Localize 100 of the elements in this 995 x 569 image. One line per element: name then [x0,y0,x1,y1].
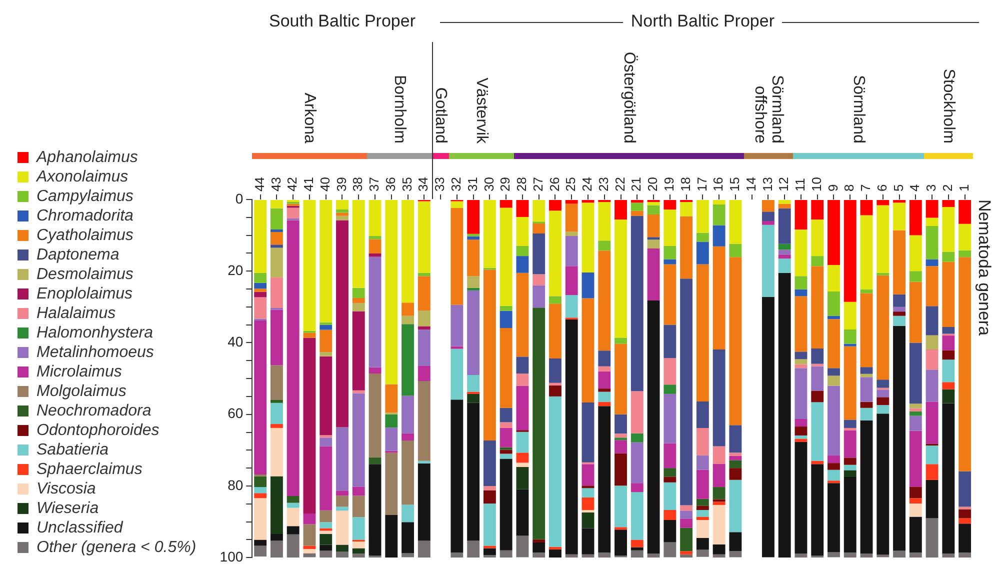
bar [729,425,742,453]
bar [614,440,627,454]
bar [582,464,594,486]
x-tick-label: 22 [612,176,628,192]
bar [336,510,348,545]
bar [549,396,562,547]
bar [664,324,676,358]
bar [680,216,693,279]
bar [844,552,856,558]
bar [828,552,840,558]
bar [828,470,840,481]
bar [483,546,496,548]
bar [402,440,414,505]
bar [336,490,348,496]
bar [860,215,873,290]
bar [303,200,316,331]
bar [712,464,726,488]
bar [844,477,856,553]
bar [696,200,709,233]
bar [286,502,300,508]
bar [336,220,348,428]
bar [336,544,348,552]
x-tick-label: 36 [382,176,398,192]
bar [532,200,546,222]
y-tick-label: 0 [235,190,244,206]
x-tick-label: 31 [464,176,480,192]
bar [286,508,300,526]
legend-label: Campylaimus [36,188,134,205]
bar [778,258,791,273]
bar [352,200,365,288]
bar [712,246,726,350]
bar [270,428,283,476]
bar [926,226,938,260]
bar [270,232,283,245]
bar [828,319,840,368]
bar [844,302,856,330]
legend-label: Metalinhomoeus [36,344,154,361]
bar [418,276,430,310]
bar [893,294,906,307]
bar [270,277,283,308]
bar [368,367,382,374]
bar [778,272,791,558]
bar [893,202,906,230]
text: Västervik [473,78,490,144]
bar [794,419,808,427]
bar [664,200,676,210]
bar [549,546,562,550]
bar [828,200,840,265]
bar [352,517,365,540]
bar [794,200,808,230]
bar [565,266,578,296]
bar [516,246,529,256]
bar [500,422,512,428]
bar [582,528,594,554]
bar [500,328,512,408]
x-tick-label: 29 [498,176,513,192]
x-tick-label: 34 [416,176,431,192]
bar [926,266,938,306]
bar [320,200,332,322]
legend-label: Aphanolaimus [36,148,138,166]
bar [549,382,562,386]
bar [598,406,611,553]
bar [532,552,546,558]
bar [778,250,791,255]
bar [794,289,808,296]
bar [647,300,660,554]
bar [729,200,742,244]
x-tick-label: 33 [432,176,448,192]
x-tick-label: 39 [334,176,349,192]
bar [942,200,955,207]
legend-label: Viscosia [36,480,96,498]
bar [352,554,365,558]
bar [500,550,512,558]
bar [647,202,660,206]
x-tick-label: 7 [858,184,874,192]
bar [483,504,496,546]
bar [598,552,611,558]
bar [565,232,578,236]
bar [926,446,938,464]
bar [876,380,890,388]
bar [402,433,414,440]
bar [286,208,300,218]
bar [320,446,332,510]
bar [565,200,578,204]
bar [630,547,644,550]
bar [729,480,742,532]
bar [844,458,856,465]
bar [794,368,808,419]
bar [270,200,283,208]
bar [844,344,856,346]
bar [762,200,774,212]
bar [729,460,742,468]
bar [909,516,922,553]
bar [516,272,529,357]
bar [516,536,529,558]
bar [712,504,726,544]
bar [336,216,348,220]
bar [696,506,709,510]
bar [402,396,414,434]
bar [712,350,726,446]
